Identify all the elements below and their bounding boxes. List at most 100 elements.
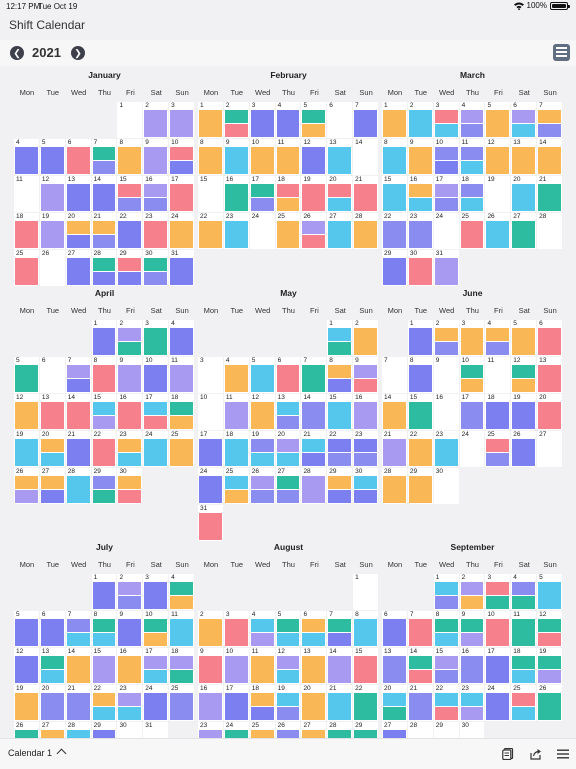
day-cell[interactable]: 27 [275, 468, 301, 504]
day-cell[interactable]: 15 [91, 648, 117, 684]
day-cell[interactable]: 5 [485, 102, 511, 138]
day-cell[interactable]: 11 [223, 394, 249, 430]
day-cell[interactable]: 13 [301, 648, 327, 684]
day-cell[interactable]: 25 [223, 468, 249, 504]
day-cell[interactable]: 9 [459, 611, 485, 647]
day-cell[interactable]: 24 [169, 213, 195, 249]
day-cell[interactable]: 21 [407, 685, 433, 721]
day-cell[interactable]: 22 [433, 685, 459, 721]
day-cell[interactable]: 10 [143, 357, 169, 393]
day-cell[interactable]: 16 [223, 176, 249, 212]
day-cell[interactable]: 19 [249, 431, 275, 467]
day-cell[interactable]: 14 [327, 648, 353, 684]
day-cell[interactable]: 6 [327, 102, 353, 138]
day-cell[interactable]: 4 [275, 102, 301, 138]
day-cell[interactable]: 13 [65, 176, 91, 212]
day-cell[interactable]: 10 [223, 648, 249, 684]
day-cell[interactable]: 30 [433, 468, 459, 504]
day-cell[interactable]: 6 [382, 611, 407, 647]
day-cell[interactable]: 20 [537, 394, 563, 430]
day-cell[interactable]: 17 [143, 648, 169, 684]
day-cell[interactable]: 12 [14, 394, 39, 430]
day-cell[interactable]: 25 [485, 431, 511, 467]
day-cell[interactable]: 19 [39, 213, 65, 249]
day-cell[interactable]: 1 [91, 574, 117, 610]
day-cell[interactable]: 4 [169, 574, 195, 610]
day-cell[interactable]: 12 [301, 139, 327, 175]
day-cell[interactable]: 9 [407, 139, 433, 175]
day-cell[interactable]: 7 [327, 611, 353, 647]
day-cell[interactable]: 5 [249, 357, 275, 393]
day-cell[interactable]: 14 [65, 394, 91, 430]
day-cell[interactable]: 11 [169, 357, 195, 393]
day-cell[interactable]: 13 [327, 139, 353, 175]
day-cell[interactable]: 9 [433, 357, 459, 393]
day-cell[interactable]: 7 [91, 139, 117, 175]
day-cell[interactable]: 16 [198, 685, 223, 721]
day-cell[interactable]: 30 [459, 722, 485, 738]
day-cell[interactable]: 24 [433, 213, 459, 249]
day-cell[interactable]: 13 [275, 394, 301, 430]
day-cell[interactable]: 5 [14, 357, 39, 393]
day-cell[interactable]: 5 [301, 102, 327, 138]
day-cell[interactable]: 3 [169, 102, 195, 138]
day-cell[interactable]: 29 [433, 722, 459, 738]
day-cell[interactable]: 4 [485, 320, 511, 356]
day-cell[interactable]: 2 [433, 320, 459, 356]
day-cell[interactable]: 23 [117, 685, 143, 721]
day-cell[interactable]: 11 [169, 611, 195, 647]
day-cell[interactable]: 8 [117, 139, 143, 175]
day-cell[interactable]: 15 [117, 176, 143, 212]
day-cell[interactable]: 22 [91, 431, 117, 467]
day-cell[interactable]: 11 [485, 357, 511, 393]
day-cell[interactable]: 25 [249, 722, 275, 738]
day-cell[interactable]: 26 [485, 213, 511, 249]
day-cell[interactable]: 17 [198, 431, 223, 467]
day-cell[interactable]: 21 [537, 176, 563, 212]
day-cell[interactable]: 18 [249, 685, 275, 721]
day-cell[interactable]: 12 [511, 357, 537, 393]
day-cell[interactable]: 4 [169, 320, 195, 356]
day-cell[interactable]: 3 [459, 320, 485, 356]
day-cell[interactable]: 6 [275, 357, 301, 393]
day-cell[interactable]: 16 [117, 648, 143, 684]
day-cell[interactable]: 12 [275, 648, 301, 684]
day-cell[interactable]: 28 [91, 250, 117, 286]
day-cell[interactable]: 26 [301, 213, 327, 249]
day-cell[interactable]: 7 [65, 611, 91, 647]
day-cell[interactable]: 21 [65, 431, 91, 467]
day-cell[interactable]: 31 [169, 250, 195, 286]
day-cell[interactable]: 1 [407, 320, 433, 356]
day-cell[interactable]: 25 [169, 431, 195, 467]
day-cell[interactable]: 4 [459, 102, 485, 138]
day-cell[interactable]: 22 [382, 213, 407, 249]
share-icon[interactable] [530, 748, 542, 760]
day-cell[interactable]: 24 [223, 722, 249, 738]
day-cell[interactable]: 28 [537, 213, 563, 249]
day-cell[interactable]: 14 [65, 648, 91, 684]
day-cell[interactable]: 8 [91, 611, 117, 647]
day-cell[interactable]: 21 [327, 685, 353, 721]
day-cell[interactable]: 30 [117, 468, 143, 504]
day-cell[interactable]: 2 [353, 320, 379, 356]
day-cell[interactable]: 20 [39, 685, 65, 721]
day-cell[interactable]: 15 [327, 394, 353, 430]
day-cell[interactable]: 5 [39, 139, 65, 175]
day-cell[interactable]: 17 [143, 394, 169, 430]
day-cell[interactable]: 15 [407, 394, 433, 430]
chevron-left-icon[interactable]: ❮ [10, 46, 24, 60]
day-cell[interactable]: 3 [223, 611, 249, 647]
day-cell[interactable]: 18 [485, 394, 511, 430]
day-cell[interactable]: 26 [39, 250, 65, 286]
day-cell[interactable]: 16 [407, 176, 433, 212]
day-cell[interactable]: 3 [143, 574, 169, 610]
day-cell[interactable]: 24 [143, 685, 169, 721]
day-cell[interactable]: 27 [39, 722, 65, 738]
day-cell[interactable]: 18 [169, 648, 195, 684]
day-cell[interactable]: 11 [275, 139, 301, 175]
day-cell[interactable]: 18 [14, 213, 39, 249]
day-cell[interactable]: 11 [14, 176, 39, 212]
day-cell[interactable]: 25 [459, 213, 485, 249]
day-cell[interactable]: 22 [407, 431, 433, 467]
day-cell[interactable]: 9 [223, 139, 249, 175]
